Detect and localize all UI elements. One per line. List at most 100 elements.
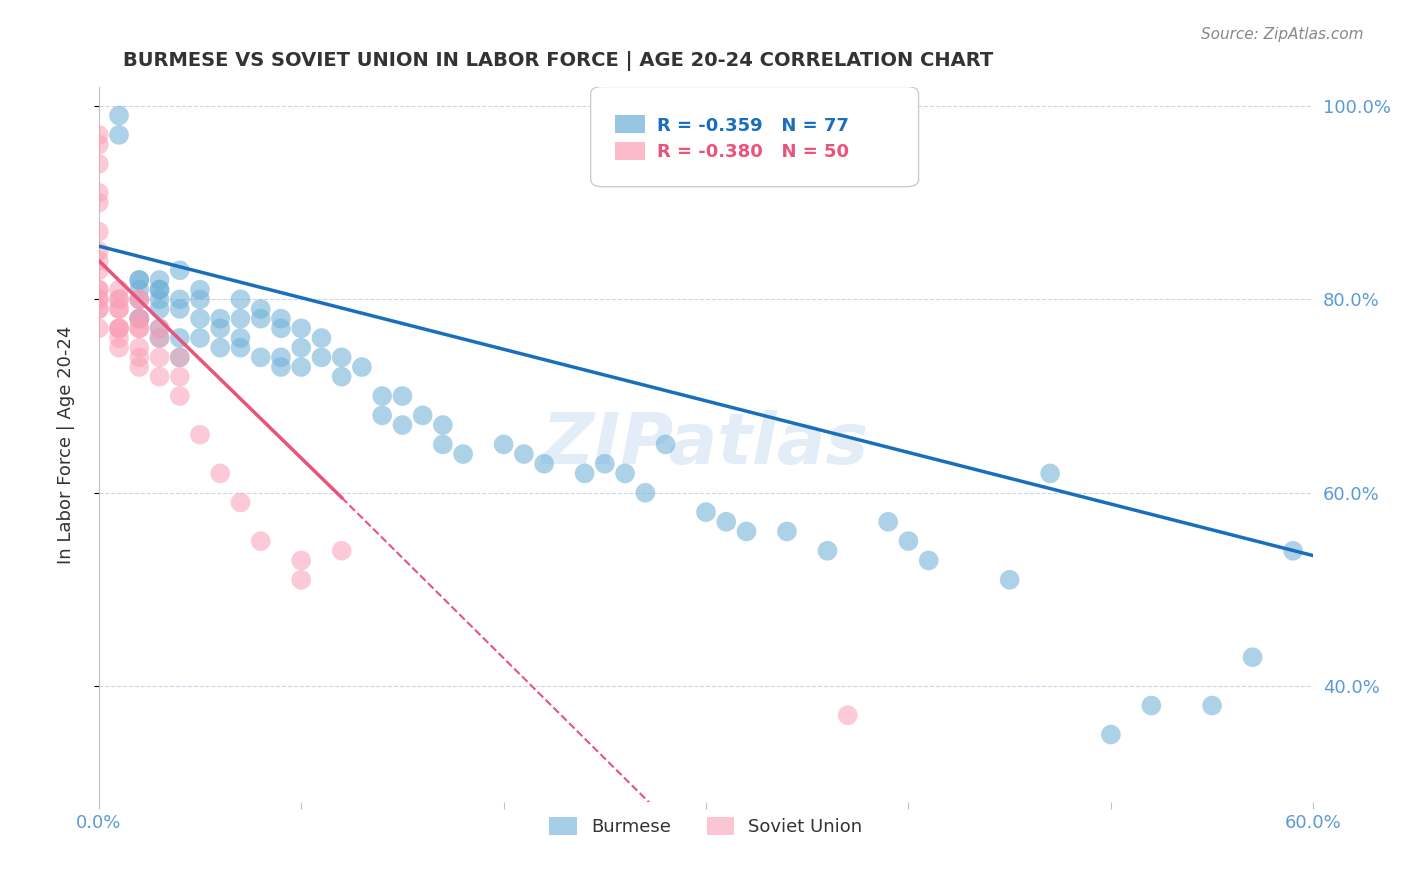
Burmese [1099, 728, 1122, 742]
Soviet Union [169, 389, 191, 403]
Text: BURMESE VS SOVIET UNION IN LABOR FORCE | AGE 20-24 CORRELATION CHART: BURMESE VS SOVIET UNION IN LABOR FORCE |… [124, 51, 993, 70]
Burmese [897, 534, 920, 549]
Burmese [128, 273, 150, 287]
Burmese [695, 505, 717, 519]
Soviet Union [128, 359, 150, 374]
Soviet Union [128, 311, 150, 326]
Burmese [148, 283, 170, 297]
Burmese [128, 273, 150, 287]
Burmese [188, 293, 211, 307]
Burmese [270, 359, 292, 374]
Soviet Union [330, 543, 353, 558]
Burmese [169, 301, 191, 316]
Burmese [513, 447, 536, 461]
Burmese [169, 293, 191, 307]
Burmese [1201, 698, 1223, 713]
Burmese [533, 457, 555, 471]
Burmese [148, 301, 170, 316]
Burmese [311, 331, 333, 345]
Burmese [128, 283, 150, 297]
Burmese [108, 128, 131, 142]
Burmese [1241, 650, 1264, 665]
Burmese [311, 351, 333, 365]
Burmese [1282, 543, 1305, 558]
Soviet Union [128, 351, 150, 365]
Burmese [290, 359, 312, 374]
Soviet Union [188, 427, 211, 442]
Burmese [270, 311, 292, 326]
Burmese [614, 467, 637, 481]
Burmese [412, 409, 434, 423]
Burmese [391, 389, 413, 403]
Burmese [270, 321, 292, 335]
Burmese [169, 351, 191, 365]
FancyBboxPatch shape [591, 87, 918, 186]
Burmese [229, 341, 252, 355]
Text: R = -0.380   N = 50: R = -0.380 N = 50 [658, 144, 849, 161]
Burmese [451, 447, 474, 461]
Soviet Union [128, 311, 150, 326]
Burmese [188, 311, 211, 326]
Burmese [432, 418, 454, 433]
Burmese [634, 485, 657, 500]
Burmese [128, 293, 150, 307]
Soviet Union [87, 186, 110, 200]
Y-axis label: In Labor Force | Age 20-24: In Labor Force | Age 20-24 [58, 326, 75, 564]
Soviet Union [87, 195, 110, 210]
Burmese [290, 321, 312, 335]
Soviet Union [108, 321, 131, 335]
Burmese [188, 283, 211, 297]
Soviet Union [209, 467, 232, 481]
Burmese [108, 109, 131, 123]
Soviet Union [87, 293, 110, 307]
Soviet Union [148, 321, 170, 335]
Burmese [877, 515, 900, 529]
Burmese [1039, 467, 1062, 481]
Burmese [169, 331, 191, 345]
Soviet Union [128, 321, 150, 335]
Text: ZIPatlas: ZIPatlas [543, 410, 870, 479]
Soviet Union [128, 293, 150, 307]
Burmese [209, 321, 232, 335]
Soviet Union [108, 293, 131, 307]
Burmese [290, 341, 312, 355]
Soviet Union [108, 331, 131, 345]
Soviet Union [87, 321, 110, 335]
Bar [614, 142, 645, 160]
Soviet Union [108, 321, 131, 335]
Soviet Union [128, 341, 150, 355]
Burmese [330, 351, 353, 365]
Burmese [229, 293, 252, 307]
Burmese [918, 553, 941, 567]
Burmese [229, 331, 252, 345]
Burmese [371, 389, 394, 403]
Burmese [776, 524, 799, 539]
Burmese [270, 351, 292, 365]
Burmese [169, 263, 191, 277]
Soviet Union [87, 263, 110, 277]
Burmese [998, 573, 1021, 587]
Soviet Union [108, 301, 131, 316]
Burmese [1140, 698, 1163, 713]
Soviet Union [87, 283, 110, 297]
Burmese [249, 301, 271, 316]
Burmese [593, 457, 616, 471]
Burmese [492, 437, 515, 451]
Burmese [188, 331, 211, 345]
Soviet Union [87, 157, 110, 171]
Soviet Union [148, 331, 170, 345]
Soviet Union [108, 321, 131, 335]
Legend: Burmese, Soviet Union: Burmese, Soviet Union [543, 810, 870, 843]
Burmese [249, 351, 271, 365]
Burmese [735, 524, 758, 539]
Burmese [716, 515, 738, 529]
Soviet Union [108, 301, 131, 316]
Soviet Union [87, 244, 110, 258]
Soviet Union [108, 283, 131, 297]
Burmese [148, 293, 170, 307]
Soviet Union [87, 137, 110, 152]
Soviet Union [128, 321, 150, 335]
Burmese [148, 273, 170, 287]
Burmese [654, 437, 676, 451]
Soviet Union [87, 293, 110, 307]
